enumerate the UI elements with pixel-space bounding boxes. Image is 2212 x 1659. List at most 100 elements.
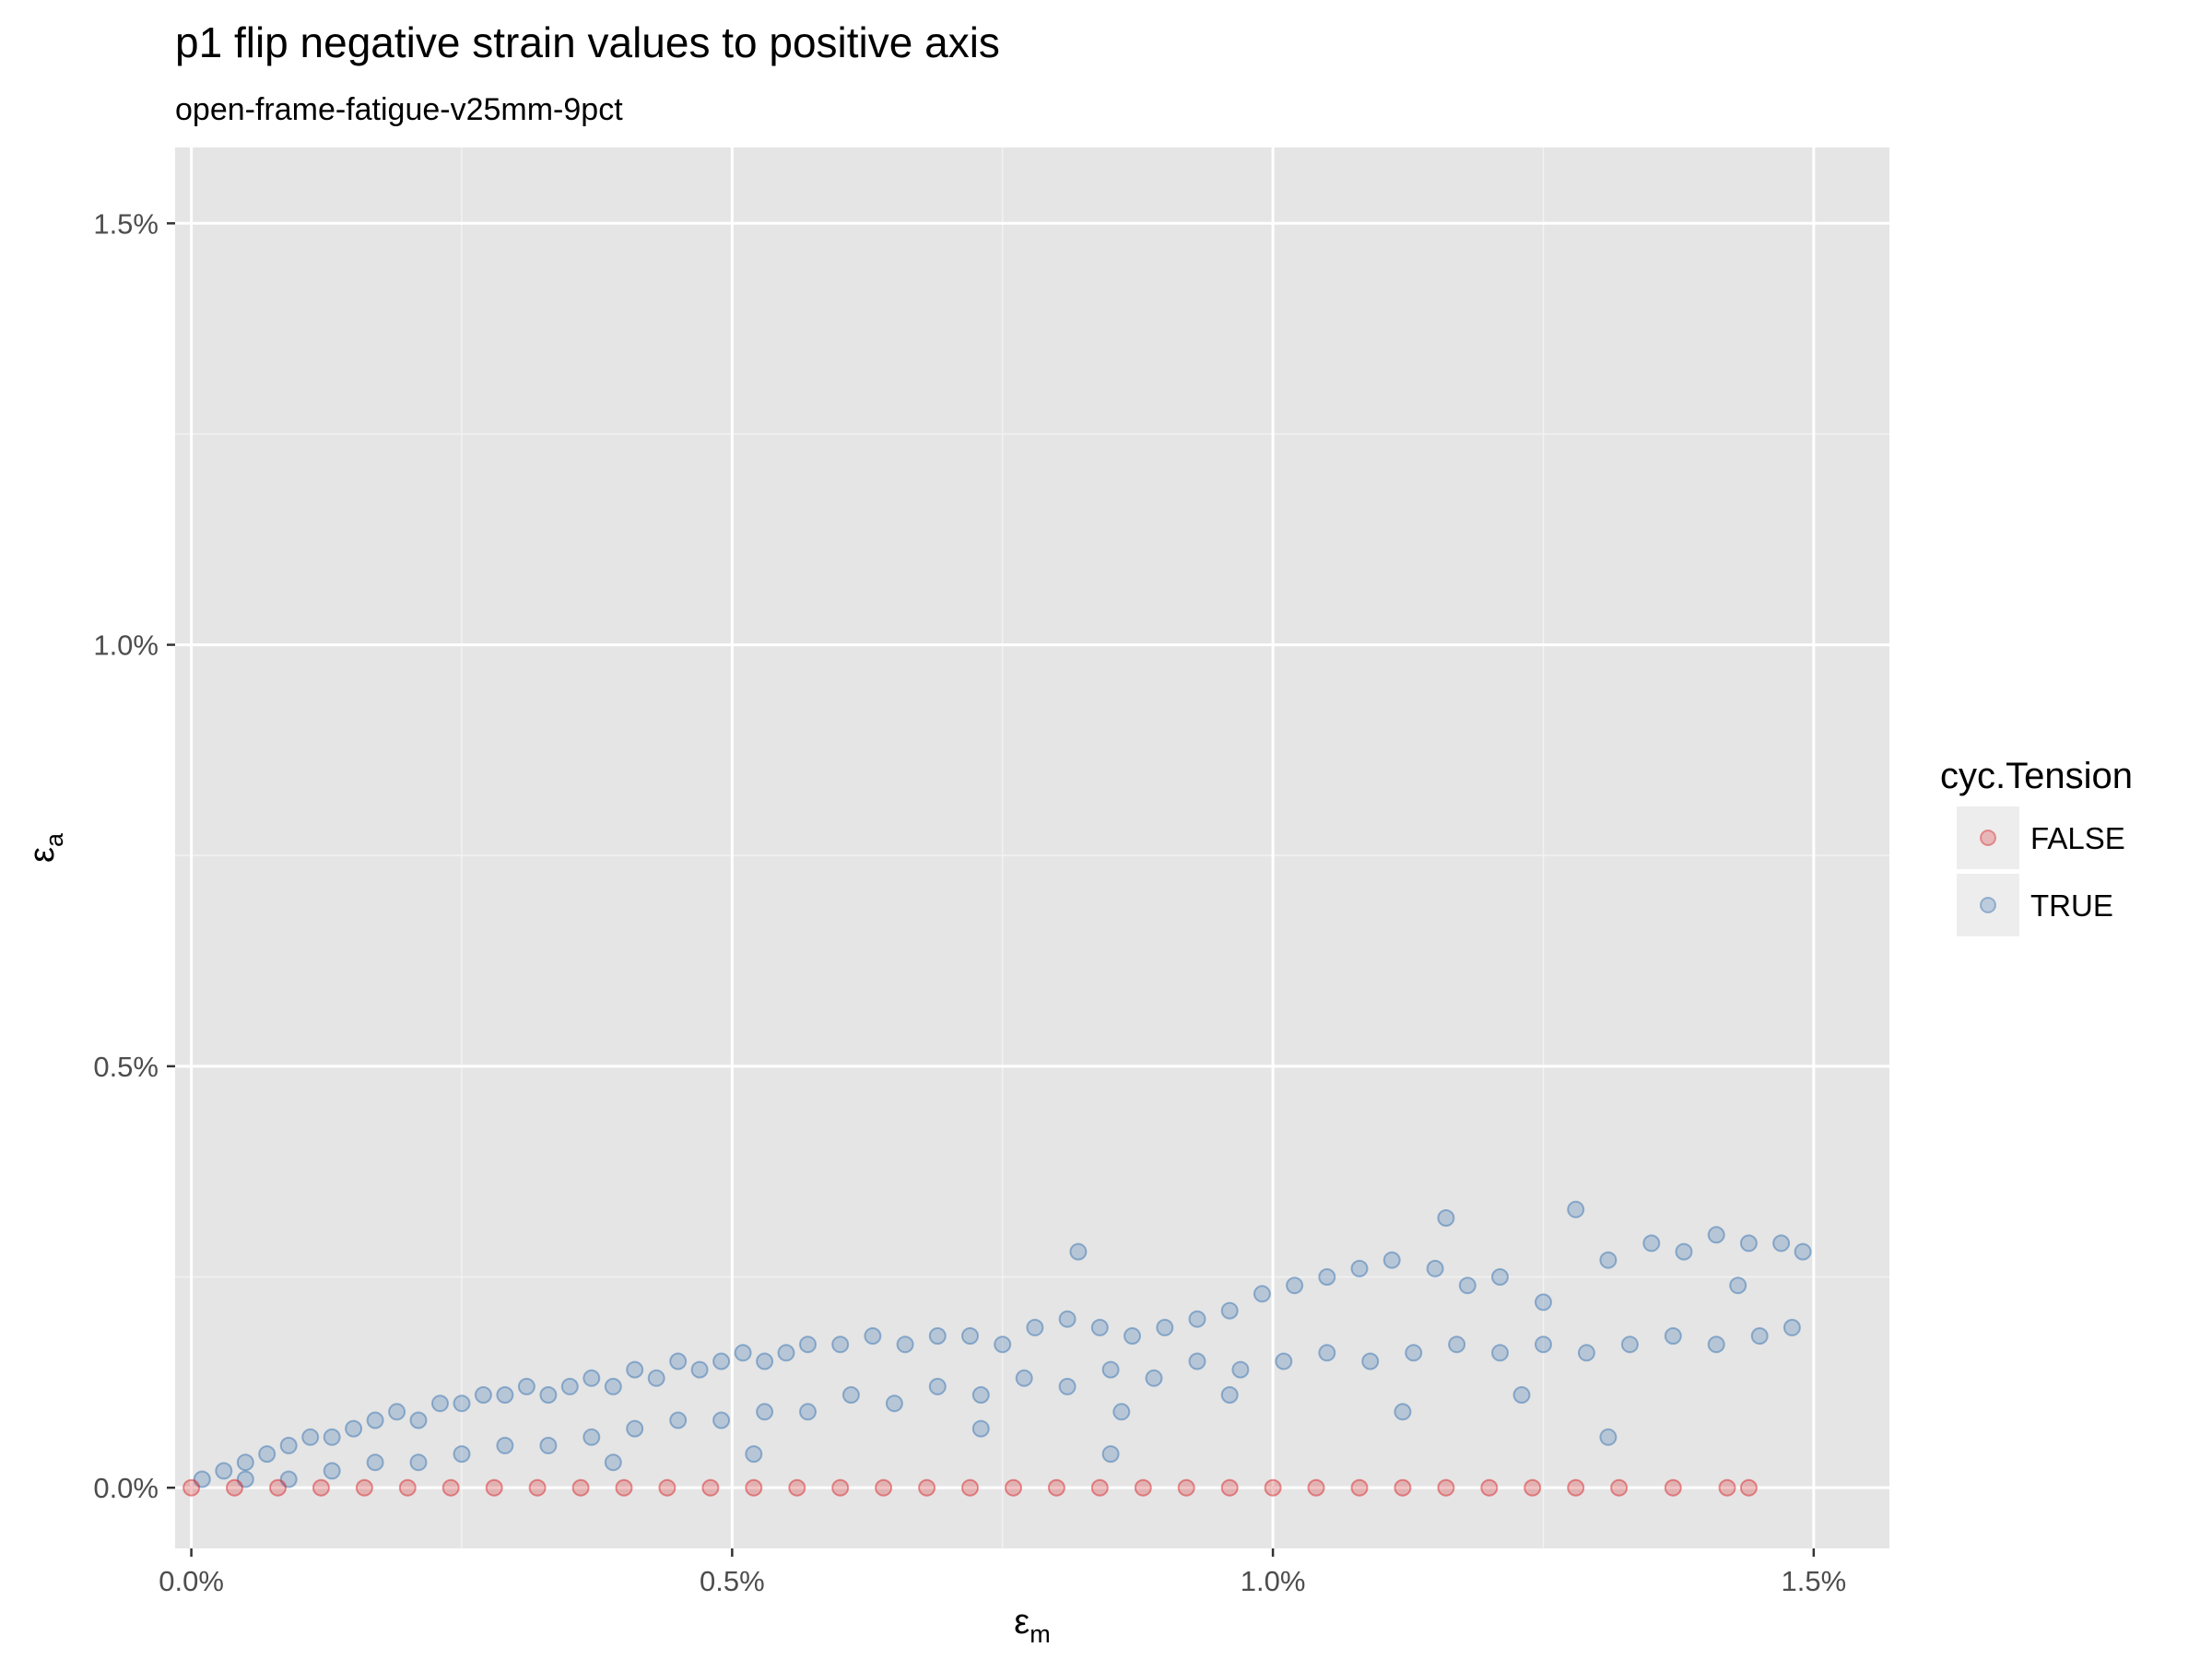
data-point-false [1739,1478,1758,1497]
data-point-false [1350,1478,1369,1497]
data-point-false [615,1478,633,1497]
data-point-false [1005,1478,1022,1497]
data-point-true [1275,1352,1293,1371]
data-point-true [1318,1268,1336,1286]
data-point-true [831,1335,850,1354]
x-tick-label: 1.0% [1241,1565,1306,1597]
y-tick-label: 0.0% [93,1472,159,1504]
data-point-true [1101,1445,1120,1464]
data-point-false [701,1478,720,1497]
data-point-false [1264,1478,1282,1497]
data-point-true [1729,1277,1747,1295]
data-point-true [582,1428,601,1446]
data-point-true [236,1470,254,1488]
minor-grid [175,147,1889,1548]
data-point-false [1718,1478,1736,1497]
data-point-false [658,1478,677,1497]
data-point-true [1707,1226,1725,1244]
data-point-true [1426,1259,1444,1277]
data-point-true [864,1327,882,1345]
data-point-true [1124,1327,1141,1345]
data-point-false [1664,1478,1682,1497]
data-point-true [1058,1377,1077,1395]
legend-label-true: TRUE [2030,888,2113,923]
data-point-true [1145,1369,1163,1387]
data-point-true [301,1428,320,1446]
y-tick-label: 1.5% [93,207,159,240]
data-point-true [1188,1310,1206,1328]
data-point-true [745,1445,763,1464]
data-point-true [734,1344,752,1362]
data-point-false [528,1478,547,1497]
data-point-true [1220,1386,1239,1404]
data-point-true [258,1445,276,1464]
data-point-true [1664,1327,1682,1345]
data-point-true [1599,1428,1618,1446]
data-point-true [1750,1327,1769,1345]
data-point-false [875,1478,893,1497]
points-layer [182,1200,1812,1497]
series-true [193,1200,1812,1488]
data-point-true [1620,1335,1639,1354]
data-point-false [398,1478,417,1497]
data-point-true [582,1369,601,1387]
data-point-true [539,1436,558,1454]
data-point-true [1772,1234,1791,1253]
data-point-true [1112,1403,1131,1421]
data-point-true [1794,1242,1812,1261]
data-point-true [345,1419,363,1438]
data-point-true [1458,1277,1477,1295]
data-point-true [1512,1386,1531,1404]
data-point-true [323,1462,341,1480]
data-point-true [1231,1360,1250,1379]
data-point-true [1069,1242,1088,1261]
data-point-true [1535,1293,1552,1312]
data-point-true [669,1411,688,1430]
data-point-true [388,1403,406,1421]
data-point-false [961,1478,979,1497]
y-axis-title: εa [23,832,68,863]
y-tick-label: 0.5% [93,1051,159,1083]
data-point-false [918,1478,936,1497]
data-point-true [626,1360,644,1379]
data-point-false [1134,1478,1152,1497]
data-point-true [690,1360,709,1379]
data-point-false [831,1478,850,1497]
legend: cyc.Tension FALSE TRUE [1940,756,2133,936]
data-point-true [896,1335,914,1354]
data-point-false [1567,1478,1585,1497]
plot-panel [175,147,1889,1548]
data-point-true [647,1369,665,1387]
data-point-true [279,1470,298,1488]
data-point-true [1015,1369,1033,1387]
data-point-false [788,1478,806,1497]
x-tick-label: 0.5% [700,1565,765,1597]
data-point-false [1307,1478,1325,1497]
data-point-true [215,1462,233,1480]
data-point-true [971,1419,990,1438]
data-point-false [355,1478,373,1497]
y-axis-title-subscript: a [41,832,68,847]
data-point-true [1156,1318,1174,1336]
data-point-true [560,1377,579,1395]
data-point-true [604,1377,622,1395]
data-point-true [409,1453,428,1472]
data-point-false [485,1478,503,1497]
data-point-false [1220,1478,1239,1497]
data-point-false [1394,1478,1412,1497]
data-point-true [1642,1234,1661,1253]
data-point-true [1026,1318,1044,1336]
data-point-true [1058,1310,1077,1328]
data-point-true [517,1377,535,1395]
data-point-true [928,1377,947,1395]
data-point-true [1405,1344,1423,1362]
legend-key-false-marker [1980,830,1996,846]
data-point-true [1491,1344,1509,1362]
data-point-true [712,1352,731,1371]
data-point-true [1253,1285,1271,1303]
legend-key-true [1957,874,2019,936]
data-point-false [1177,1478,1195,1497]
data-point-true [756,1352,774,1371]
data-point-true [1577,1344,1595,1362]
